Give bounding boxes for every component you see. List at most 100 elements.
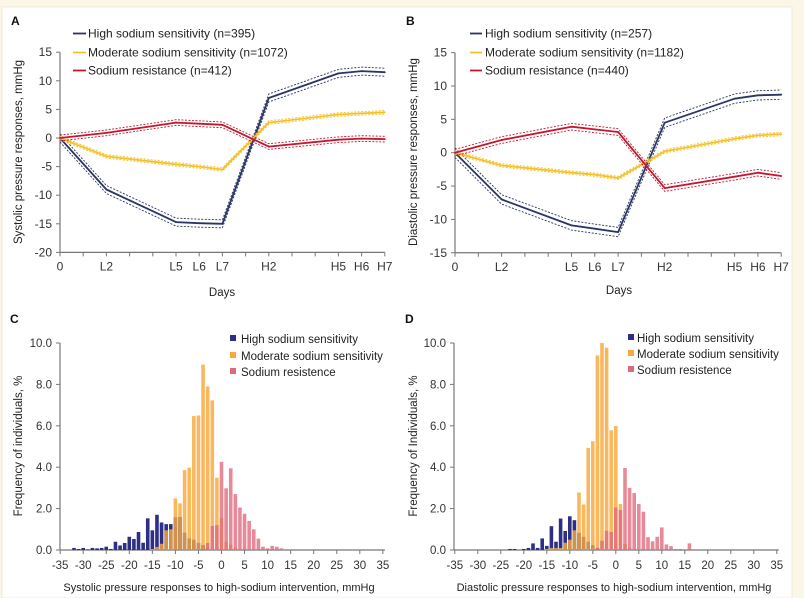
y-tick-label: 0 <box>440 146 447 160</box>
legend-label-resistance: Sodium resistance (n=440) <box>485 64 629 78</box>
data-point-moderate <box>198 165 201 168</box>
histogram-bar-high <box>86 549 90 550</box>
histogram-bar-moderate <box>173 498 178 550</box>
x-tick-label: L2 <box>495 260 509 274</box>
histogram-bar-resistance <box>205 542 210 550</box>
histogram-bar-resistance <box>256 538 261 550</box>
x-tick-label: 10 <box>655 560 668 572</box>
legend-label-high: High sodium sensitivity (n=395) <box>88 27 255 41</box>
data-point-high <box>780 93 783 96</box>
histogram-bar-moderate <box>595 355 600 550</box>
panel-label: C <box>10 312 19 326</box>
y-tick-label: -20 <box>35 245 53 259</box>
data-point-resistance <box>221 123 224 126</box>
histogram-bar-high <box>159 522 164 550</box>
plot-area: 15 10 5 0 -5 -10 -15 0 L2 L5 L6 L7 H2 H5 H6 H7 <box>430 46 790 274</box>
data-point-resistance <box>757 171 759 174</box>
y-axis-title: Systolic pressure responses, mmHg <box>13 60 25 244</box>
histogram-bar-high <box>549 526 554 550</box>
histogram-bar-resistance <box>669 546 673 550</box>
histogram-bar-high <box>558 518 563 550</box>
histogram-bar-resistance <box>641 511 646 550</box>
histogram-bar-high <box>127 536 132 550</box>
x-tick-label: L6 <box>588 260 602 274</box>
histogram-bar-moderate <box>192 416 196 550</box>
x-tick-label: H6 <box>354 259 370 273</box>
histogram-bar-moderate <box>164 530 168 550</box>
x-tick-label: H2 <box>657 260 673 274</box>
data-point-resistance <box>570 125 573 128</box>
y-tick-label: 4.0 <box>430 462 446 474</box>
data-point-high <box>663 121 666 124</box>
histogram-bar-high <box>545 545 549 550</box>
y-tick-label: -10 <box>35 188 53 202</box>
x-tick-label: -20 <box>515 560 532 572</box>
histogram-bar-resistance <box>275 546 279 550</box>
x-tick-label: L5 <box>565 260 579 274</box>
histogram-bar-resistance <box>609 531 613 550</box>
histogram-bar-moderate <box>168 529 173 550</box>
histogram-bar-moderate <box>609 430 613 550</box>
histogram-bar-moderate <box>155 546 159 550</box>
x-axis-title: Days <box>209 287 235 299</box>
histogram-bar-moderate <box>182 470 187 550</box>
data-point-resistance <box>383 138 386 141</box>
histogram-bar-resistance <box>664 544 669 550</box>
x-tick-label: 25 <box>724 560 737 572</box>
y-tick-label: -10 <box>430 212 448 226</box>
histogram-bar-resistance <box>247 521 251 550</box>
x-tick-label: L7 <box>611 260 625 274</box>
histogram-bar-moderate <box>201 364 205 550</box>
data-point-resistance <box>780 175 783 177</box>
x-tick-label: 0 <box>452 260 459 274</box>
histogram-bar-high <box>531 543 535 550</box>
histogram-bar-high <box>554 541 558 550</box>
ci-upper-high <box>59 66 385 221</box>
data-point-high <box>337 72 340 75</box>
data-point-moderate <box>175 163 177 166</box>
histogram-bar-high <box>122 542 127 550</box>
y-tick-label: 2.0 <box>36 504 52 516</box>
histogram-bar-resistance <box>678 548 682 550</box>
histogram-bar-moderate <box>591 441 595 550</box>
x-tick-label: -25 <box>98 560 115 572</box>
histogram-bar-resistance <box>614 507 618 550</box>
histogram-bar-high <box>95 548 99 550</box>
ci-lower-high <box>59 74 385 229</box>
histogram-bar-resistance <box>238 507 242 550</box>
histogram-bar-high <box>81 547 85 550</box>
y-axis-title: Diastolic pressure responses, mmHg <box>408 58 420 246</box>
data-point-high <box>757 94 759 97</box>
y-tick-label: 5 <box>45 102 52 116</box>
histogram-bar-moderate <box>563 542 567 550</box>
histogram-bar-resistance <box>618 510 623 550</box>
histogram-bar-high <box>113 541 118 550</box>
y-tick-label: 4.0 <box>36 462 52 474</box>
data-point-moderate <box>500 164 503 167</box>
x-axis-title: Diastolic pressure responses to high-sod… <box>457 582 772 594</box>
histogram-bar-moderate <box>196 415 201 550</box>
histogram-bar-moderate <box>554 547 558 550</box>
panel-c-systolic-histogram: C Frequency of individuals, % Systolic p… <box>10 312 389 594</box>
legend: High sodium sensitivity Moderate sodium … <box>628 333 779 377</box>
histogram-bar-moderate <box>614 426 618 550</box>
x-tick-label: -30 <box>469 560 486 572</box>
y-tick-label: 10 <box>39 74 53 88</box>
histogram-bar-high <box>512 548 517 550</box>
data-point-resistance <box>59 137 61 139</box>
histogram-bar-high <box>535 547 540 550</box>
x-tick-label: 25 <box>330 560 343 572</box>
histogram-bar-high <box>90 547 95 550</box>
histogram-bar-resistance <box>637 504 641 550</box>
x-tick-label: 15 <box>284 560 297 572</box>
x-tick-label: L2 <box>100 259 114 273</box>
y-tick-label: -15 <box>35 217 53 231</box>
data-point-resistance <box>337 138 340 141</box>
x-tick-label: -15 <box>538 560 555 572</box>
y-axis-title: Frequency of individuals, % <box>13 376 25 517</box>
x-tick-label: 30 <box>353 560 366 572</box>
data-point-resistance <box>733 175 736 178</box>
x-tick-label: 30 <box>747 560 760 572</box>
x-tick-label: L5 <box>169 259 183 273</box>
